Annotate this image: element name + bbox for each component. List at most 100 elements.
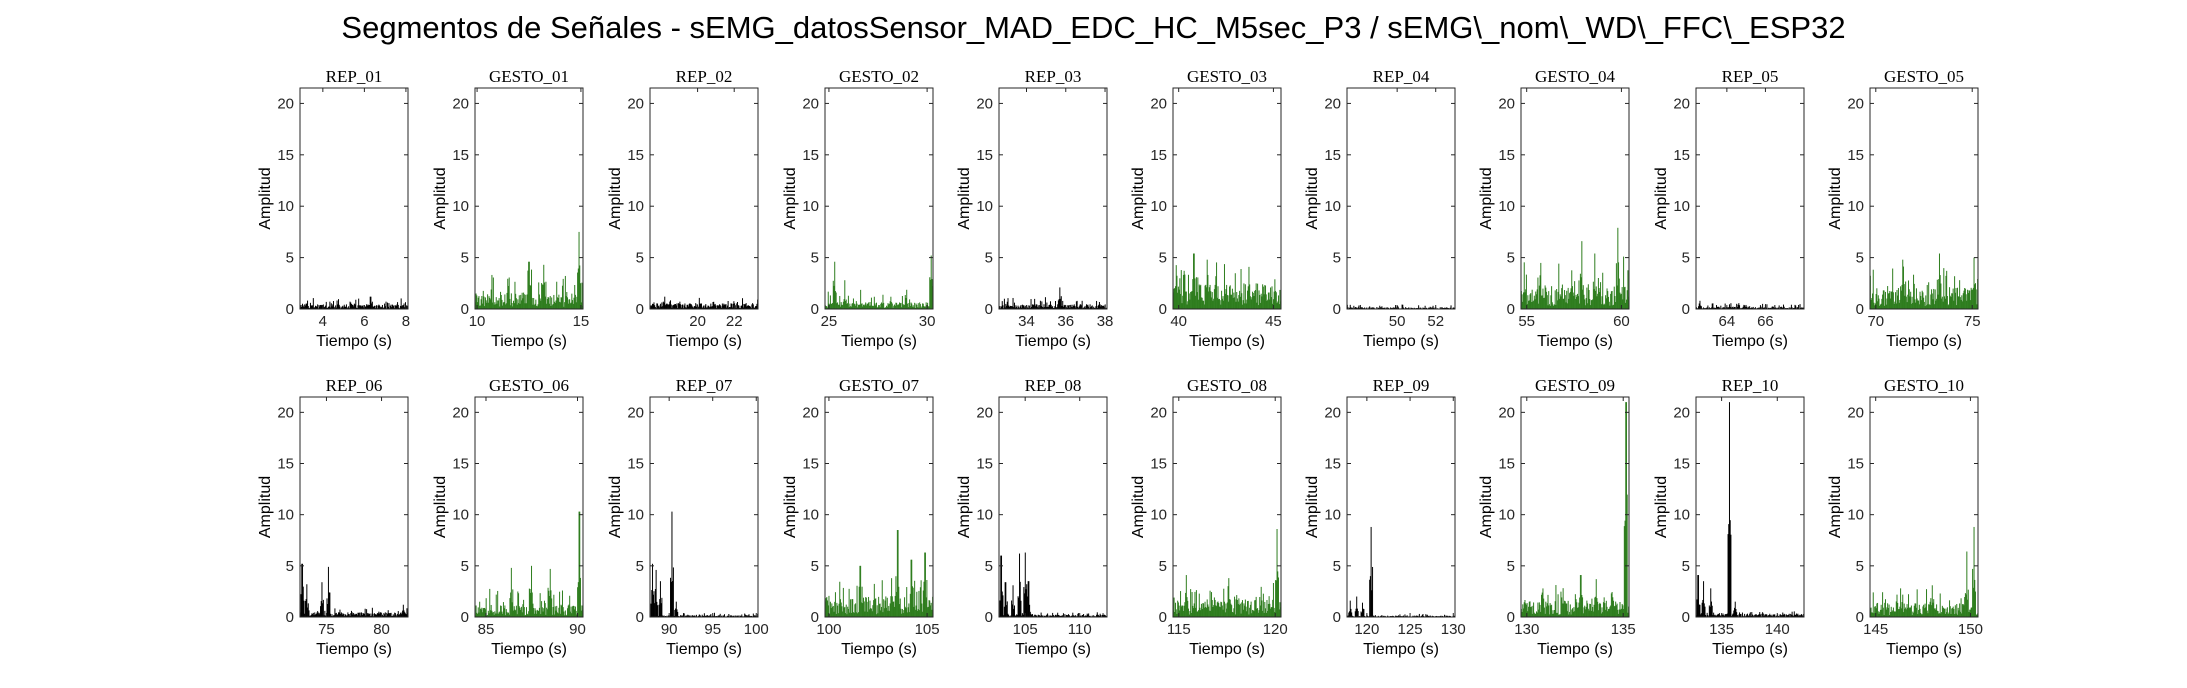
x-tick-label: 10: [469, 313, 486, 330]
y-tick-label: 5: [636, 558, 644, 575]
y-tick-label: 15: [1673, 456, 1690, 473]
y-tick-label: 5: [1159, 558, 1167, 575]
y-tick-label: 15: [1847, 147, 1864, 164]
axes-box: [474, 396, 584, 618]
y-tick-label: 15: [1498, 456, 1515, 473]
axes-box: [649, 87, 759, 310]
x-axis-label: Tiempo (s): [316, 641, 392, 658]
y-tick-label: 10: [627, 507, 644, 524]
y-tick-label: 5: [286, 250, 294, 267]
subplot-gesto-03: 0 5 10 15 20 40 45 GESTO_03 Tiempo (s) Amplitud: [1130, 67, 1282, 350]
figure-title: Segmentos de Señales - sEMG_datosSensor_…: [341, 10, 1846, 45]
signal-bars: [1346, 526, 1456, 617]
y-tick-label: 5: [461, 250, 469, 267]
subplot-title: GESTO_10: [1884, 376, 1964, 395]
y-axis-label: Amplitud: [1304, 476, 1321, 538]
y-tick-label: 20: [277, 95, 294, 112]
x-tick-label: 80: [373, 621, 390, 638]
y-tick-label: 20: [802, 95, 819, 112]
y-tick-label: 0: [811, 301, 819, 318]
axes-box: [1869, 396, 1979, 618]
x-tick-label: 38: [1097, 313, 1114, 330]
y-tick-label: 10: [627, 198, 644, 215]
y-tick-label: 0: [461, 609, 469, 626]
y-tick-label: 15: [802, 456, 819, 473]
subplot-title: GESTO_02: [839, 67, 919, 86]
signal-bars: [1172, 253, 1282, 309]
x-axis-label: Tiempo (s): [841, 333, 917, 350]
subplot-title: GESTO_01: [489, 67, 569, 86]
y-tick-label: 10: [1498, 198, 1515, 215]
x-tick-label: 105: [915, 621, 940, 638]
x-axis-label: Tiempo (s): [1189, 333, 1265, 350]
y-axis-label: Amplitud: [782, 167, 799, 229]
axes-box: [1520, 396, 1630, 618]
signal-bars: [649, 296, 759, 309]
y-tick-label: 15: [627, 456, 644, 473]
axes-box: [649, 396, 759, 618]
signal-bars: [474, 231, 584, 309]
y-tick-label: 15: [1847, 456, 1864, 473]
x-tick-label: 145: [1863, 621, 1888, 638]
subplot-title: GESTO_09: [1535, 376, 1615, 395]
y-tick-label: 0: [811, 609, 819, 626]
x-axis-label: Tiempo (s): [1015, 333, 1091, 350]
y-tick-label: 15: [976, 456, 993, 473]
x-tick-label: 110: [1068, 621, 1092, 638]
subplot-rep-09: 0 5 10 15 20 120 125 130 REP_09 Tiempo (s) Amplitu…: [1304, 376, 1466, 658]
x-tick-label: 70: [1867, 313, 1884, 330]
signal-bars: [1346, 304, 1456, 309]
y-tick-label: 0: [1507, 609, 1515, 626]
y-tick-label: 10: [1150, 198, 1167, 215]
x-tick-label: 100: [744, 621, 769, 638]
y-tick-label: 15: [1498, 147, 1515, 164]
x-tick-label: 115: [1167, 621, 1191, 638]
y-tick-label: 15: [627, 147, 644, 164]
y-tick-label: 5: [636, 250, 644, 267]
y-axis-label: Amplitud: [432, 476, 449, 538]
y-tick-label: 10: [802, 198, 819, 215]
y-tick-label: 10: [1150, 507, 1167, 524]
axes-box: [1869, 87, 1979, 310]
x-tick-label: 105: [1013, 621, 1038, 638]
x-tick-label: 120: [1354, 621, 1379, 638]
x-tick-label: 90: [661, 621, 678, 638]
x-tick-label: 20: [689, 313, 706, 330]
y-tick-label: 10: [802, 507, 819, 524]
x-tick-label: 45: [1265, 313, 1282, 330]
subplot-title: GESTO_05: [1884, 67, 1964, 86]
y-tick-label: 0: [461, 301, 469, 318]
x-tick-label: 75: [318, 621, 335, 638]
x-tick-label: 130: [1441, 621, 1466, 638]
x-axis-label: Tiempo (s): [1189, 641, 1265, 658]
y-tick-label: 20: [1673, 95, 1690, 112]
y-tick-label: 20: [802, 404, 819, 421]
x-axis-label: Tiempo (s): [666, 641, 742, 658]
x-axis-label: Tiempo (s): [666, 333, 742, 350]
y-axis-label: Amplitud: [1653, 476, 1670, 538]
y-tick-label: 20: [976, 95, 993, 112]
x-tick-label: 40: [1170, 313, 1187, 330]
y-axis-label: Amplitud: [956, 167, 973, 229]
x-axis-label: Tiempo (s): [841, 641, 917, 658]
subplot-gesto-04: 0 5 10 15 20 55 60 GESTO_04 Tiempo (s) Amplitud: [1478, 67, 1630, 350]
y-tick-label: 20: [1847, 404, 1864, 421]
y-tick-label: 5: [1507, 250, 1515, 267]
x-tick-label: 36: [1057, 313, 1074, 330]
subplot-title: GESTO_08: [1187, 376, 1267, 395]
signal-bars: [1869, 526, 1979, 617]
y-tick-label: 5: [1682, 250, 1690, 267]
y-axis-label: Amplitud: [1304, 167, 1321, 229]
y-tick-label: 0: [985, 609, 993, 626]
subplot-title: REP_08: [1025, 376, 1082, 395]
axes-box: [1172, 87, 1282, 310]
axes-box: [824, 87, 934, 310]
axes-box: [1695, 396, 1805, 618]
y-axis-label: Amplitud: [782, 476, 799, 538]
y-tick-label: 15: [976, 147, 993, 164]
x-axis-label: Tiempo (s): [1015, 641, 1091, 658]
signal-bars: [1695, 300, 1805, 309]
subplot-title: REP_02: [676, 67, 733, 86]
y-tick-label: 15: [277, 147, 294, 164]
y-tick-label: 0: [1856, 301, 1864, 318]
